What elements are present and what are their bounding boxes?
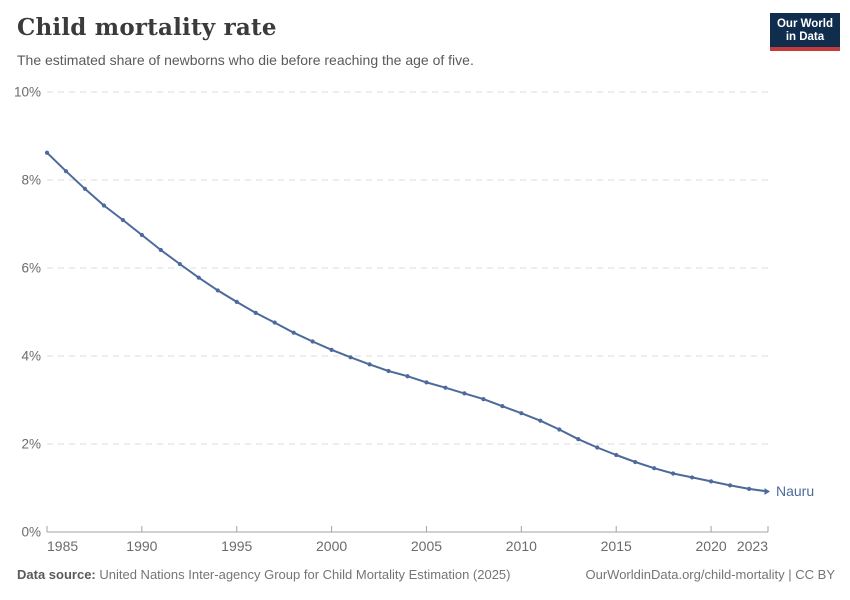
data-point[interactable] (576, 437, 581, 442)
chart-subtitle: The estimated share of newborns who die … (17, 52, 474, 68)
y-tick-label: 10% (14, 85, 41, 100)
data-point[interactable] (291, 330, 296, 335)
data-point[interactable] (348, 355, 353, 360)
data-point[interactable] (386, 368, 391, 374)
data-point[interactable] (557, 427, 562, 432)
data-point[interactable] (44, 150, 50, 155)
x-tick-label: 2000 (316, 538, 347, 554)
x-tick-label: 2023 (737, 538, 768, 554)
data-point[interactable] (614, 452, 619, 458)
data-source-label: Data source: (17, 567, 96, 582)
data-point[interactable] (462, 391, 467, 396)
y-tick-label: 2% (21, 437, 41, 452)
data-point[interactable] (481, 397, 486, 402)
owid-logo-line2: in Data (785, 31, 825, 43)
owid-logo-line1: Our World (776, 18, 833, 30)
x-tick-label: 1995 (221, 538, 252, 554)
data-source-text: United Nations Inter-agency Group for Ch… (95, 567, 511, 582)
data-point[interactable] (652, 466, 657, 471)
data-point[interactable] (424, 380, 429, 385)
data-point[interactable] (310, 339, 315, 344)
data-point[interactable] (538, 418, 543, 423)
data-point[interactable] (727, 483, 733, 488)
series-end-arrow-icon (764, 488, 770, 495)
data-point[interactable] (139, 232, 144, 238)
page-title: Child mortality rate (17, 14, 277, 41)
footer-citation-link[interactable]: OurWorldinData.org/child-mortality | CC … (585, 567, 836, 582)
data-point[interactable] (101, 203, 107, 208)
series-label-nauru[interactable]: Nauru (776, 483, 814, 499)
data-point[interactable] (519, 411, 524, 416)
data-point[interactable] (671, 471, 676, 476)
data-point[interactable] (120, 217, 125, 223)
y-tick-label: 4% (21, 349, 41, 364)
data-point[interactable] (253, 310, 258, 315)
data-point[interactable] (595, 445, 600, 450)
data-point[interactable] (215, 288, 220, 293)
data-point[interactable] (82, 186, 88, 191)
data-point[interactable] (746, 486, 752, 491)
series-line-nauru[interactable] (46, 151, 769, 493)
x-tick-label: 2015 (601, 538, 632, 554)
data-point[interactable] (63, 169, 69, 174)
x-tick-label: 2005 (411, 538, 442, 554)
data-source: Data source: United Nations Inter-agency… (17, 567, 511, 583)
data-point[interactable] (443, 385, 448, 390)
data-point[interactable] (272, 320, 277, 325)
data-point[interactable] (708, 479, 714, 484)
x-tick-label: 2010 (506, 538, 537, 554)
data-point[interactable] (196, 275, 201, 280)
owid-logo[interactable]: Our World in Data (769, 13, 840, 51)
data-point[interactable] (329, 347, 334, 352)
data-point[interactable] (405, 374, 410, 379)
data-point[interactable] (690, 475, 695, 480)
data-point[interactable] (158, 247, 163, 253)
data-point[interactable] (500, 404, 505, 409)
data-point[interactable] (633, 459, 638, 465)
x-tick-label: 1985 (47, 538, 78, 554)
x-tick-label: 2020 (696, 538, 727, 554)
y-tick-label: 8% (21, 173, 41, 188)
y-tick-label: 0% (21, 525, 41, 540)
chart-footer: Data source: United Nations Inter-agency… (17, 567, 835, 583)
x-tick-label: 1990 (126, 538, 157, 554)
data-point[interactable] (234, 299, 239, 304)
y-tick-label: 6% (21, 261, 41, 276)
data-point[interactable] (367, 362, 372, 367)
chart-header: Child mortality rate The estimated share… (17, 12, 750, 69)
data-point[interactable] (177, 261, 182, 267)
